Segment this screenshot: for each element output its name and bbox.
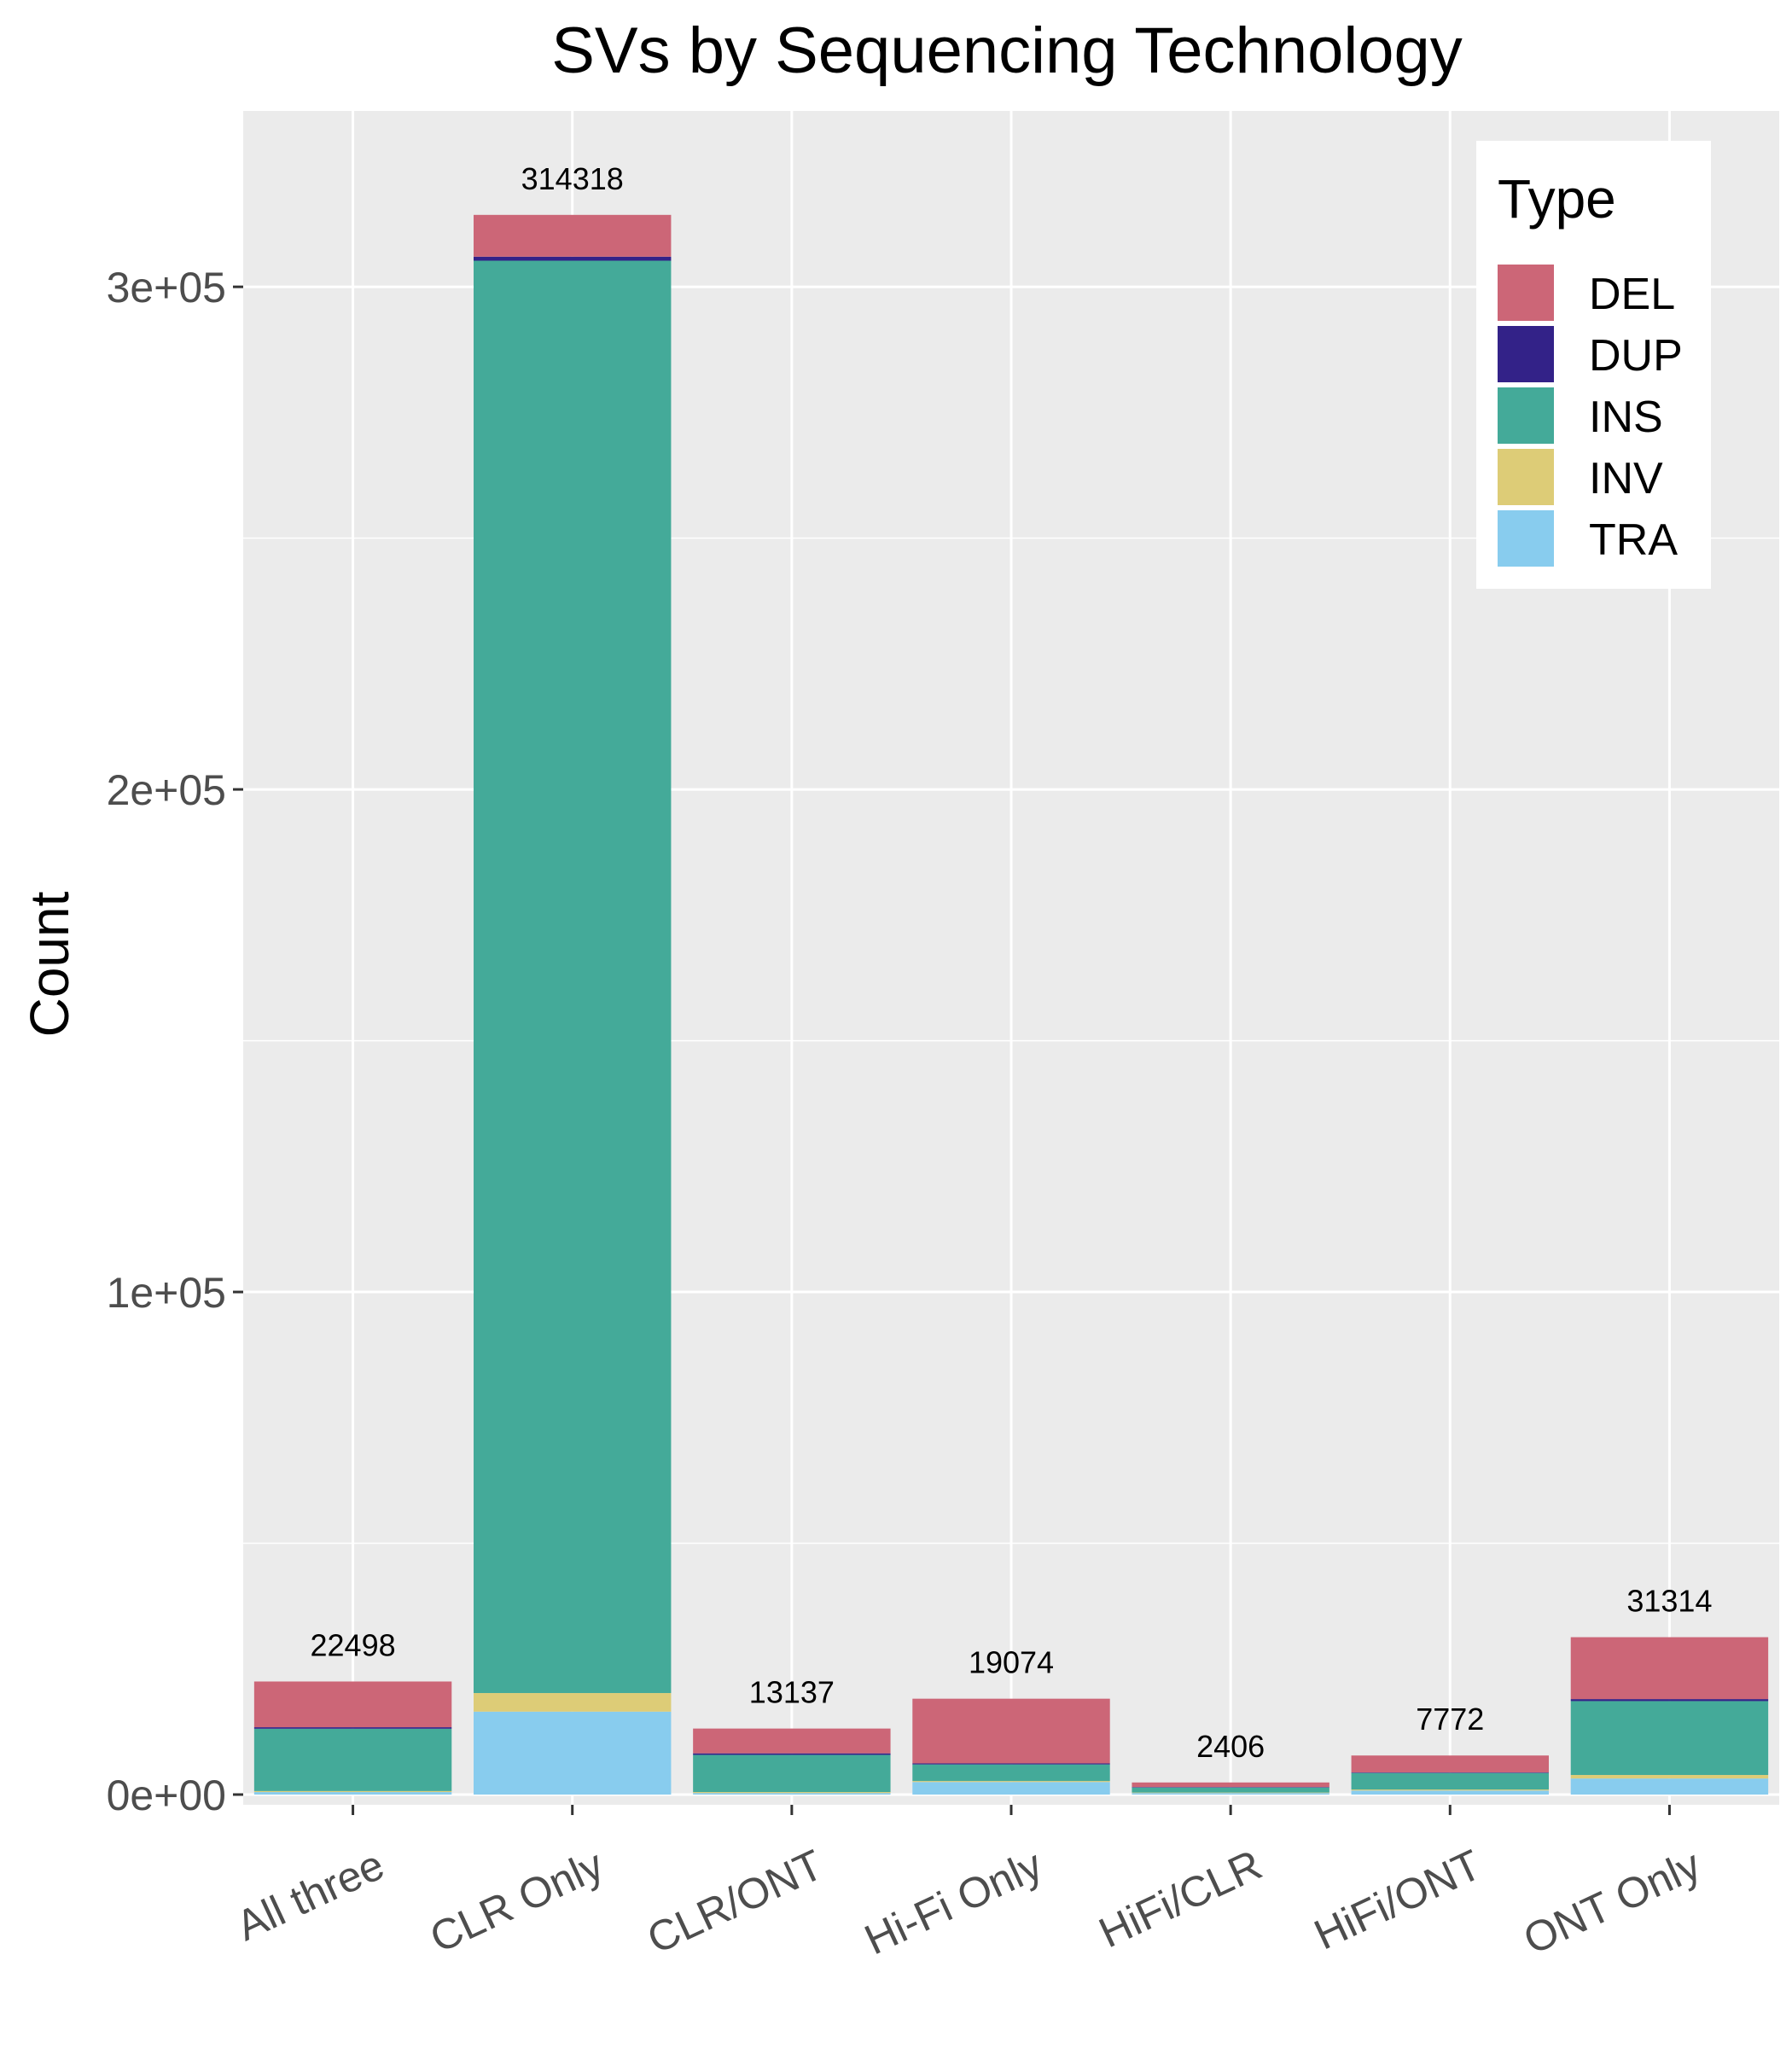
chart-title: SVs by Sequencing Technology <box>551 15 1463 87</box>
legend-swatch-tra <box>1498 510 1554 567</box>
legend-items: DEL DUP INS INV TRA <box>1498 265 1683 567</box>
legend-label-del: DEL <box>1589 270 1675 319</box>
total-label-5: 7772 <box>1416 1702 1484 1737</box>
y-tick-label-3: 3e+05 <box>107 264 226 311</box>
bar-clr-only-inv <box>474 1693 672 1712</box>
legend: Type DEL DUP INS INV TRA <box>1476 141 1711 589</box>
bar-clr-only-dup <box>474 256 672 261</box>
bar-clr-ont-ins <box>693 1754 891 1793</box>
bar-ont-only-tra <box>1570 1778 1769 1795</box>
legend-title: Type <box>1498 168 1616 230</box>
bar-total-labels: 22498 314318 13137 19074 2406 7772 31314 <box>311 161 1713 1764</box>
bar-hifi-clr-inv <box>1132 1792 1329 1794</box>
total-label-1: 314318 <box>521 161 624 196</box>
total-label-3: 19074 <box>969 1645 1054 1680</box>
bar-all-three-dup <box>253 1727 452 1729</box>
bar-hifi-ont-inv <box>1351 1789 1549 1791</box>
bar-hi-fi-only-ins <box>912 1764 1110 1782</box>
y-tick-label-1: 1e+05 <box>107 1269 226 1317</box>
bar-clr-only-tra <box>474 1711 672 1795</box>
bar-hi-fi-only-tra <box>912 1782 1110 1795</box>
bar-clr-ont-del <box>693 1728 891 1754</box>
bar-ont-only-inv <box>1570 1775 1769 1779</box>
bar-hifi-ont-dup <box>1351 1772 1549 1773</box>
legend-label-ins: INS <box>1589 393 1663 442</box>
legend-swatch-del <box>1498 265 1554 321</box>
y-tick-label-2: 2e+05 <box>107 766 226 814</box>
bar-ont-only-ins <box>1570 1701 1769 1776</box>
x-tick-label-0: All three <box>230 1841 392 1950</box>
bar-hi-fi-only-dup <box>912 1763 1110 1765</box>
total-label-2: 13137 <box>749 1675 835 1710</box>
y-axis-label: Count <box>19 891 80 1037</box>
bar-clr-only-ins <box>474 260 672 1694</box>
legend-swatch-ins <box>1498 387 1554 444</box>
bar-all-three-inv <box>253 1790 452 1793</box>
bar-hifi-ont-tra <box>1351 1790 1549 1795</box>
x-tick-label-4: HiFi/CLR <box>1092 1841 1269 1957</box>
bars <box>253 214 1769 1795</box>
bar-hifi-clr-dup <box>1132 1787 1329 1788</box>
x-tick-label-5: HiFi/ONT <box>1307 1841 1488 1959</box>
bar-all-three-del <box>253 1681 452 1728</box>
bar-clr-ont-tra <box>693 1793 891 1795</box>
x-tick-label-2: CLR/ONT <box>640 1841 830 1964</box>
bar-ont-only-dup <box>1570 1699 1769 1702</box>
x-tick-label-3: Hi-Fi Only <box>858 1841 1050 1964</box>
x-tick-label-1: CLR Only <box>422 1841 610 1962</box>
legend-label-inv: INV <box>1589 454 1663 503</box>
bar-clr-only-del <box>474 214 672 257</box>
bar-clr-ont-dup <box>693 1753 891 1755</box>
x-tick-label-6: ONT Only <box>1516 1841 1708 1964</box>
legend-label-dup: DUP <box>1589 331 1683 381</box>
bar-clr-ont-inv <box>693 1792 891 1794</box>
bar-all-three-tra <box>253 1792 452 1795</box>
bar-hi-fi-only-del <box>912 1698 1110 1764</box>
y-axis: 0e+00 1e+05 2e+05 3e+05 <box>107 264 243 1819</box>
total-label-4: 2406 <box>1196 1729 1265 1764</box>
total-label-0: 22498 <box>311 1627 396 1662</box>
bar-hifi-clr-del <box>1132 1782 1329 1788</box>
legend-swatch-dup <box>1498 326 1554 382</box>
x-axis: All three CLR Only CLR/ONT Hi-Fi Only HiFi/C… <box>230 1805 1708 1964</box>
y-tick-label-0: 0e+00 <box>107 1772 226 1819</box>
total-label-6: 31314 <box>1626 1584 1712 1619</box>
bar-hifi-ont-del <box>1351 1755 1549 1773</box>
bar-all-three-ins <box>253 1728 452 1791</box>
legend-label-tra: TRA <box>1589 515 1678 565</box>
bar-hifi-clr-tra <box>1132 1793 1329 1795</box>
bar-ont-only-del <box>1570 1637 1769 1700</box>
legend-swatch-inv <box>1498 449 1554 505</box>
bar-hifi-ont-ins <box>1351 1772 1549 1790</box>
bar-hi-fi-only-inv <box>912 1781 1110 1783</box>
bar-hifi-clr-ins <box>1132 1787 1329 1793</box>
